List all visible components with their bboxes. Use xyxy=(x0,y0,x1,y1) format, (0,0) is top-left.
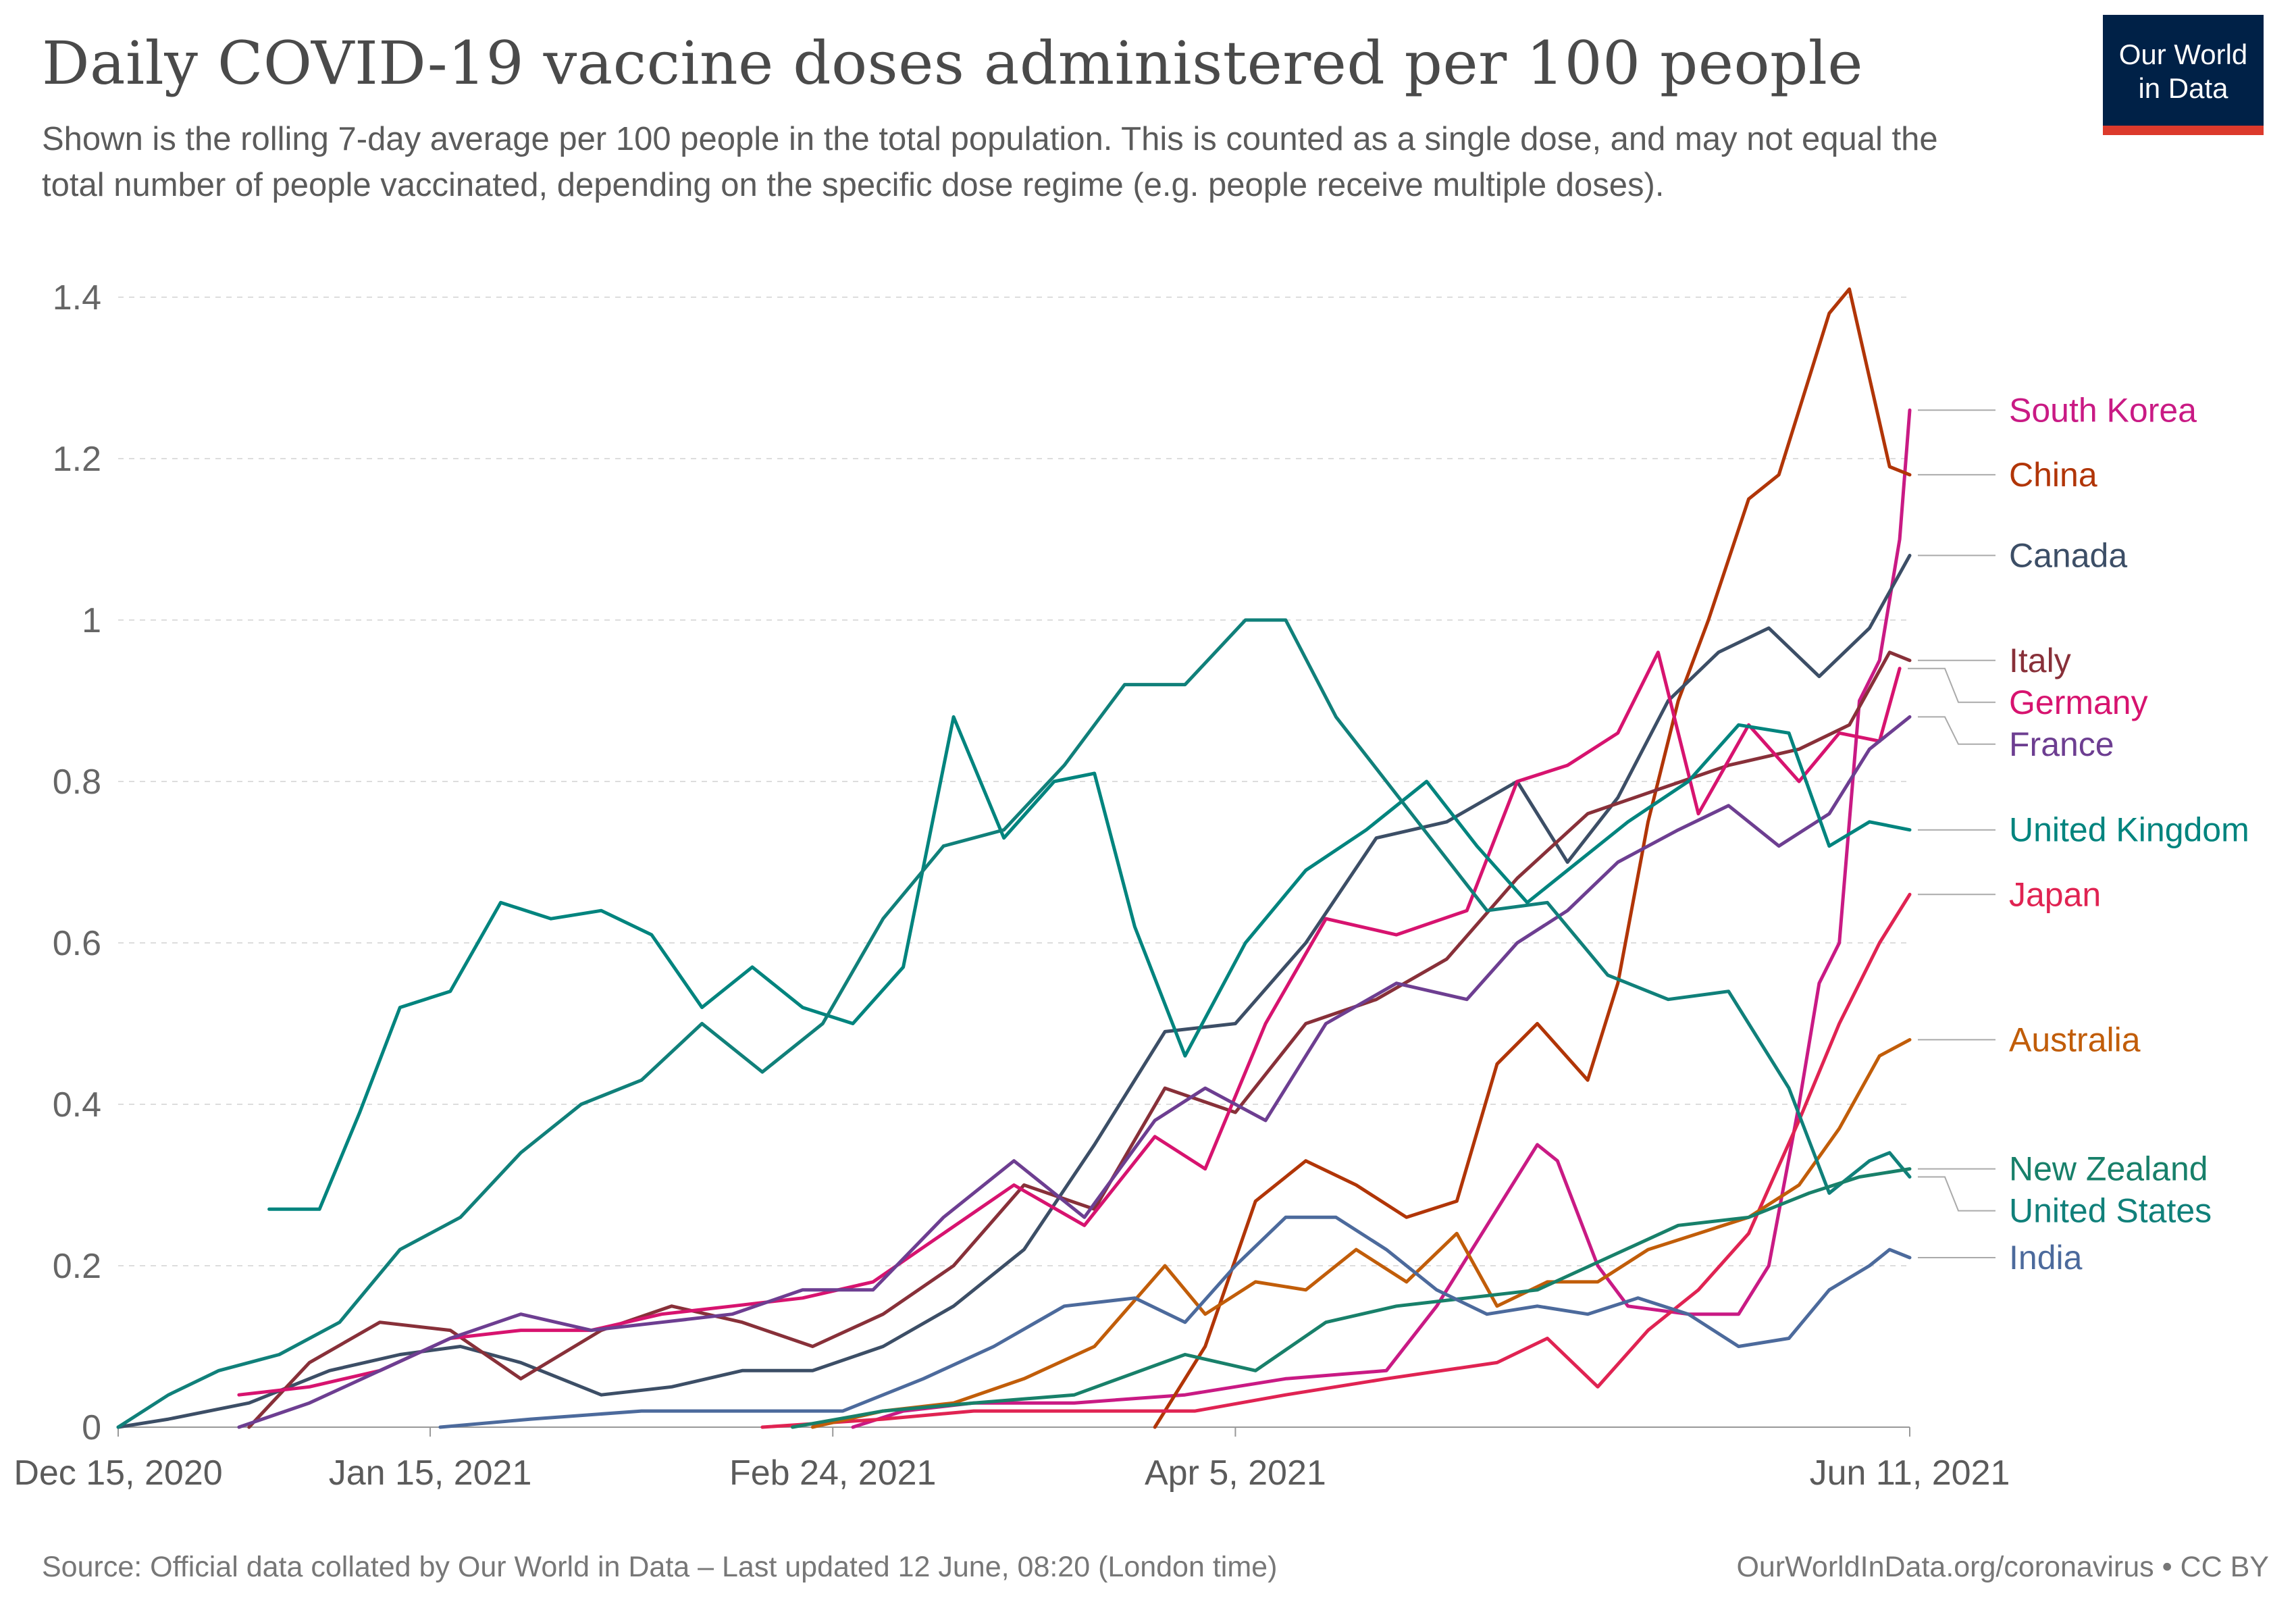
series-label-south-korea[interactable]: South Korea xyxy=(2009,391,2197,429)
series-line-canada[interactable] xyxy=(116,553,1912,1429)
series-label-india[interactable]: India xyxy=(2009,1239,2083,1277)
chart-subtitle: Shown is the rolling 7-day average per 1… xyxy=(42,121,1938,203)
x-tick-label: Dec 15, 2020 xyxy=(14,1453,222,1493)
series-line-japan[interactable] xyxy=(760,892,1912,1429)
series-label-new-zealand[interactable]: New Zealand xyxy=(2009,1150,2208,1188)
series-lines xyxy=(116,287,1912,1429)
series-label-italy[interactable]: Italy xyxy=(2009,642,2071,679)
x-tick-label: Jun 11, 2021 xyxy=(1810,1453,2010,1493)
series-line-south-korea[interactable] xyxy=(851,408,1912,1429)
grid-lines xyxy=(118,297,1910,1266)
label-connector xyxy=(1908,667,1995,703)
credit-link[interactable]: OurWorldInData.org/coronavirus • CC BY xyxy=(1736,1551,2269,1583)
series-labels: South Korea China Canada Italy Germany France… xyxy=(1908,391,2249,1277)
x-tick-label: Apr 5, 2021 xyxy=(1145,1453,1326,1493)
label-connector xyxy=(1918,1176,1995,1212)
y-tick-label: 0 xyxy=(82,1408,101,1447)
series-label-canada[interactable]: Canada xyxy=(2009,536,2127,574)
y-tick-label: 0.6 xyxy=(53,924,101,963)
series-line-germany[interactable] xyxy=(237,650,1902,1397)
series-line-united-states[interactable] xyxy=(116,618,1912,1429)
x-tick-label: Jan 15, 2021 xyxy=(329,1453,532,1493)
series-label-france[interactable]: France xyxy=(2009,725,2114,763)
chart-title: Daily COVID-19 vaccine doses administere… xyxy=(42,28,1864,98)
source-note: Source: Official data collated by Our Wo… xyxy=(42,1551,1278,1583)
series-label-united-states[interactable]: United States xyxy=(2009,1192,2212,1230)
owid-logo[interactable]: Our World in Data xyxy=(2103,15,2264,135)
series-label-japan[interactable]: Japan xyxy=(2009,875,2101,913)
series-line-france[interactable] xyxy=(237,715,1912,1429)
y-tick-label: 1.2 xyxy=(53,440,101,479)
y-tick-label: 0.8 xyxy=(53,763,101,802)
y-tick-label: 0.4 xyxy=(53,1085,101,1125)
x-tick-label: Feb 24, 2021 xyxy=(729,1453,936,1493)
label-connector xyxy=(1918,716,1995,745)
logo-line-2: in Data xyxy=(2138,72,2228,104)
y-axis: 0 0.2 0.4 0.6 0.8 1 1.2 1.4 xyxy=(53,278,101,1447)
series-label-germany[interactable]: Germany xyxy=(2009,684,2148,721)
y-tick-label: 1 xyxy=(82,601,101,640)
series-label-china[interactable]: China xyxy=(2009,456,2097,494)
series-label-australia[interactable]: Australia xyxy=(2009,1021,2141,1058)
logo-line-1: Our World xyxy=(2118,38,2248,70)
series-line-china[interactable] xyxy=(1153,287,1912,1429)
x-axis: Dec 15, 2020 Jan 15, 2021 Feb 24, 2021 Apr … xyxy=(14,1426,2010,1493)
series-line-italy[interactable] xyxy=(247,650,1912,1429)
y-tick-label: 0.2 xyxy=(53,1247,101,1286)
series-line-india[interactable] xyxy=(438,1215,1912,1429)
series-line-new-zealand[interactable] xyxy=(791,1167,1912,1429)
series-line-australia[interactable] xyxy=(810,1037,1912,1429)
y-tick-label: 1.4 xyxy=(53,278,101,317)
series-line-united-kingdom[interactable] xyxy=(267,715,1912,1211)
series-label-united-kingdom[interactable]: United Kingdom xyxy=(2009,811,2249,849)
